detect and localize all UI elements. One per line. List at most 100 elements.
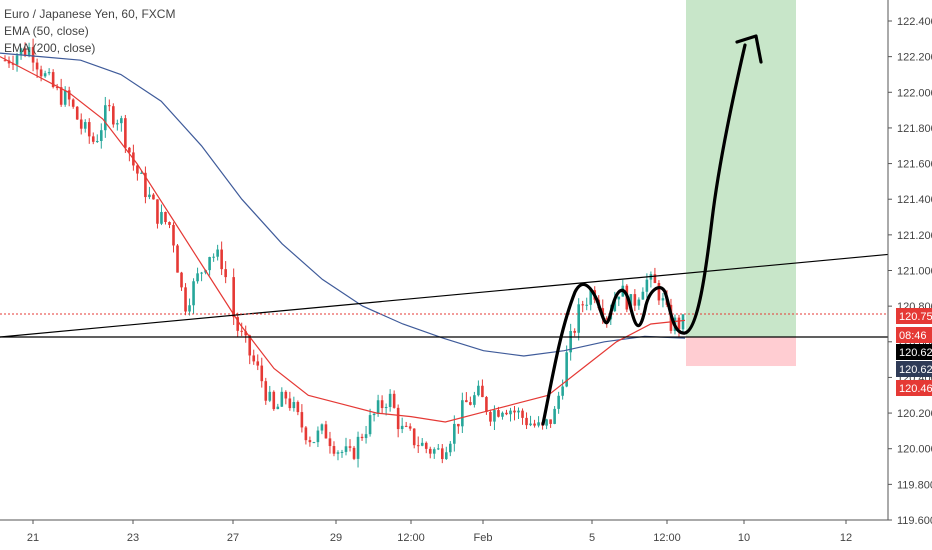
candle-body: [485, 397, 488, 412]
candle-body: [360, 436, 364, 439]
candle-body: [481, 385, 484, 398]
candle-body: [212, 256, 215, 258]
candle-body: [581, 304, 584, 306]
time-tick-label: 12: [840, 532, 852, 544]
candle-body: [657, 283, 661, 301]
candle-body: [308, 440, 312, 443]
time-tick-label: 27: [227, 532, 239, 544]
time-tick-label: 29: [330, 532, 342, 544]
stop-zone: [686, 336, 796, 367]
time-axis[interactable]: 21 23 27 29 12:00 Feb 5 12:00 10 12: [27, 520, 852, 544]
candle-body: [276, 406, 280, 410]
candle-body: [99, 130, 103, 141]
candle-body: [336, 452, 340, 454]
time-tick-label: 5: [589, 532, 595, 544]
candle-body: [252, 355, 256, 362]
candle-body: [453, 423, 456, 444]
candle-body: [148, 194, 151, 198]
candle-body: [645, 279, 649, 292]
ema50-legend[interactable]: EMA (50, close): [4, 24, 89, 38]
trendline[interactable]: [0, 253, 889, 338]
chart-legend: Euro / Japanese Yen, 60, FXCM EMA (50, c…: [4, 6, 175, 57]
candle-body: [59, 87, 63, 105]
price-tag-label: 120.623: [899, 364, 932, 376]
candle-body: [449, 443, 452, 453]
candle-body: [653, 274, 657, 284]
candle-body: [87, 122, 91, 137]
candle-body: [292, 402, 296, 409]
candle-body: [525, 417, 528, 426]
candle-body: [83, 122, 87, 129]
time-tick-label: 21: [27, 532, 39, 544]
candle-body: [232, 277, 235, 318]
drawn-path[interactable]: [541, 43, 747, 426]
candle-body: [501, 412, 504, 417]
price-tick-label: 119.600: [897, 515, 932, 527]
candle-body: [408, 426, 412, 429]
candle-body: [545, 419, 548, 426]
price-tick-label: 121.800: [897, 123, 932, 135]
candle-body: [140, 172, 143, 174]
candle-body: [613, 299, 617, 312]
candle-body: [376, 400, 380, 414]
candle-body: [168, 222, 171, 225]
candle-body: [108, 105, 111, 107]
candle-body: [31, 47, 35, 63]
time-tick-label: 12:00: [397, 532, 425, 544]
candle-body: [553, 408, 556, 424]
candle-body: [320, 424, 324, 431]
candle-body: [11, 63, 15, 65]
candle-body: [136, 165, 139, 174]
candle-body: [629, 294, 633, 310]
candle-body: [248, 335, 252, 356]
candle-body: [565, 352, 568, 387]
candle-body: [505, 412, 508, 415]
candle-body: [188, 305, 191, 312]
candle-body: [300, 412, 304, 428]
candle-body: [284, 391, 288, 399]
candle-body: [27, 47, 31, 56]
candle-body: [340, 451, 344, 453]
candle-body: [513, 410, 516, 413]
candle-body: [328, 438, 332, 447]
candle-body: [19, 48, 23, 56]
candle-body: [432, 449, 436, 454]
candle-body: [39, 69, 43, 77]
candle-body: [404, 425, 408, 427]
candle-body: [400, 425, 404, 430]
candle-body: [537, 422, 540, 426]
candle-body: [35, 62, 39, 70]
ema200-legend[interactable]: EMA (200, close): [4, 41, 96, 55]
candle-body: [15, 55, 19, 65]
candle-body: [216, 249, 219, 257]
price-tick-label: 120.200: [897, 408, 932, 420]
price-tag-bg: [896, 380, 932, 396]
candle-body: [268, 391, 272, 401]
candle-body: [172, 224, 175, 246]
candle-body: [364, 434, 368, 439]
price-tag-bg: [896, 327, 932, 343]
candle-body: [116, 123, 119, 125]
candle-body: [368, 415, 372, 435]
candle-body: [521, 410, 524, 418]
ema50-line: [0, 56, 686, 423]
candle-body: [208, 257, 211, 271]
candle-body: [356, 436, 360, 459]
price-tag-label: 08:46: [899, 330, 927, 342]
candle-body: [392, 393, 396, 408]
candle-body: [557, 395, 560, 409]
candle-body: [473, 395, 476, 405]
candle-body: [573, 330, 576, 333]
price-tick-label: 121.200: [897, 230, 932, 242]
symbol-title[interactable]: Euro / Japanese Yen, 60, FXCM: [4, 7, 176, 21]
candle-body: [372, 413, 376, 416]
candle-body: [605, 318, 609, 320]
candle-body: [75, 106, 79, 120]
candle-body: [71, 99, 75, 107]
candle-body: [529, 423, 532, 426]
time-tick-label: 10: [738, 532, 750, 544]
candle-body: [465, 400, 468, 403]
candle-body: [477, 385, 480, 396]
price-tag-bg: [896, 344, 932, 360]
